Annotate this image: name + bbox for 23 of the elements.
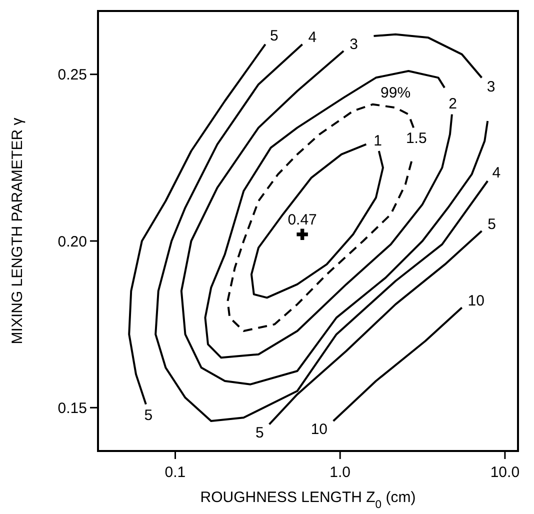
x-axis-title: ROUGHNESS LENGTH Z$_{0}$ (cm) <box>200 489 416 511</box>
annotation: 2 <box>448 96 457 113</box>
x-tick-label: 0.1 <box>164 464 186 481</box>
annotation: 0.47 <box>288 211 317 228</box>
annotation: 99% <box>380 84 411 102</box>
annotation: 5 <box>488 216 496 233</box>
annotation: 3 <box>486 78 496 96</box>
y-tick-label: 0.15 <box>58 400 87 417</box>
annotation: 5 <box>144 407 153 424</box>
annotation: 1 <box>374 132 382 150</box>
y-axis-title: MIXING LENGTH PARAMETER γ <box>9 117 26 344</box>
y-tick-label: 0.25 <box>58 66 87 84</box>
annotation: 10 <box>468 292 484 310</box>
annotation: 5 <box>270 28 278 45</box>
annotation: 1.5 <box>406 130 427 148</box>
y-tick-label: 0.20 <box>58 233 87 250</box>
annotation: 4 <box>492 164 501 182</box>
x-tick-label: 1.0 <box>330 464 351 481</box>
annotation: 5 <box>255 424 264 442</box>
annotation: 4 <box>308 29 317 46</box>
x-tick-label: 10.0 <box>490 464 520 481</box>
annotation: 10 <box>310 420 328 438</box>
annotation: 3 <box>350 36 358 54</box>
